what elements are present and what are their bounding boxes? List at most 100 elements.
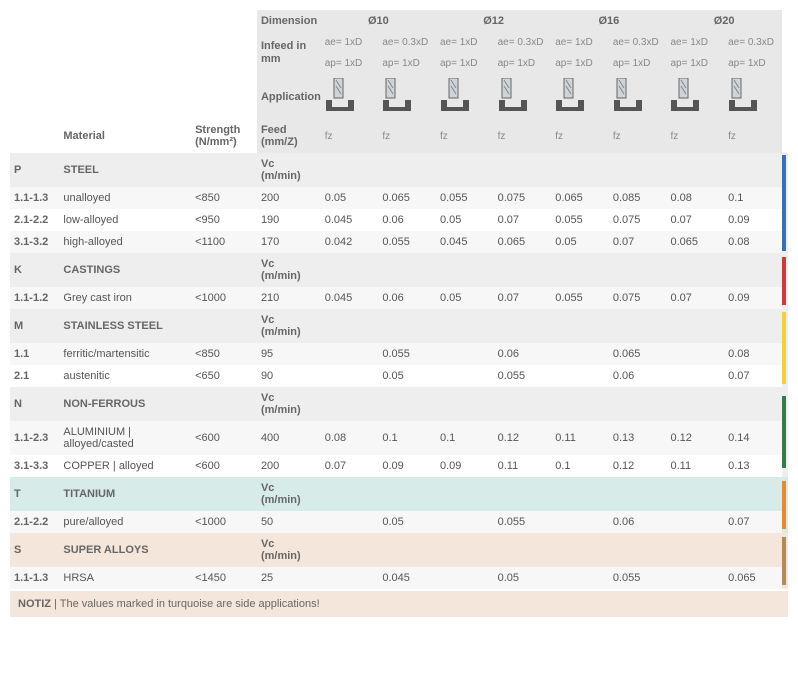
group-row-M: MSTAINLESS STEELVc (m/min)	[10, 309, 788, 343]
data-row: 3.1-3.3COPPER | alloyed<6002000.070.090.…	[10, 455, 788, 477]
slot-mill-icon	[440, 78, 470, 112]
row-fz: 0.08	[724, 343, 782, 365]
group-name: STAINLESS STEEL	[59, 309, 191, 343]
row-fz	[551, 365, 609, 387]
vc-label: Vc (m/min)	[257, 533, 321, 567]
row-fz: 0.055	[494, 365, 552, 387]
row-fz: 0.1	[436, 421, 494, 455]
row-fz: 0.06	[378, 209, 436, 231]
row-fz	[666, 343, 724, 365]
hdr-ae-row: Infeed in mm ae= 1xD ae= 0.3xD ae= 1xD a…	[10, 32, 788, 53]
row-strength: <1100	[191, 231, 257, 253]
row-fz: 0.07	[666, 287, 724, 309]
row-fz: 0.07	[724, 365, 782, 387]
dimension-label: Dimension	[257, 10, 321, 32]
row-material: ALUMINIUM | alloyed/casted	[59, 421, 191, 455]
row-material: unalloyed	[59, 187, 191, 209]
row-fz: 0.11	[551, 421, 609, 455]
row-material: COPPER | alloyed	[59, 455, 191, 477]
row-fz: 0.055	[378, 231, 436, 253]
row-code: 3.1-3.3	[10, 455, 59, 477]
row-material: pure/alloyed	[59, 511, 191, 533]
row-material: low-alloyed	[59, 209, 191, 231]
row-strength: <600	[191, 455, 257, 477]
row-fz: 0.05	[551, 231, 609, 253]
row-fz: 0.05	[378, 365, 436, 387]
row-fz	[321, 343, 379, 365]
row-fz: 0.05	[436, 209, 494, 231]
row-strength: <850	[191, 187, 257, 209]
row-fz: 0.055	[551, 287, 609, 309]
row-fz	[666, 567, 724, 589]
row-material: austenitic	[59, 365, 191, 387]
row-fz: 0.075	[609, 287, 667, 309]
vc-label: Vc (m/min)	[257, 387, 321, 421]
row-fz: 0.05	[378, 511, 436, 533]
row-strength: <950	[191, 209, 257, 231]
row-fz: 0.1	[551, 455, 609, 477]
row-fz: 0.045	[321, 287, 379, 309]
row-fz: 0.12	[494, 421, 552, 455]
group-row-T: TTITANIUMVc (m/min)	[10, 477, 788, 511]
row-vc: 50	[257, 511, 321, 533]
note-box: NOTIZ | The values marked in turquoise a…	[10, 591, 788, 617]
row-fz: 0.07	[724, 511, 782, 533]
row-strength: <1450	[191, 567, 257, 589]
row-fz: 0.11	[666, 455, 724, 477]
row-fz: 0.07	[609, 231, 667, 253]
row-fz	[551, 343, 609, 365]
slot-mill-icon	[325, 78, 355, 112]
row-vc: 200	[257, 187, 321, 209]
row-fz: 0.1	[724, 187, 782, 209]
row-material: ferritic/martensitic	[59, 343, 191, 365]
side-mill-icon	[613, 78, 643, 112]
row-material: high-alloyed	[59, 231, 191, 253]
side-mill-icon	[382, 78, 412, 112]
row-fz: 0.07	[494, 209, 552, 231]
row-vc: 190	[257, 209, 321, 231]
data-row: 1.1-1.3HRSA<1450250.0450.050.0550.065	[10, 567, 788, 589]
row-vc: 90	[257, 365, 321, 387]
data-row: 2.1-2.2pure/alloyed<1000500.050.0550.060…	[10, 511, 788, 533]
row-strength: <1000	[191, 511, 257, 533]
row-strength: <1000	[191, 287, 257, 309]
row-code: 2.1-2.2	[10, 209, 59, 231]
row-fz: 0.075	[609, 209, 667, 231]
row-fz: 0.042	[321, 231, 379, 253]
group-row-K: KCASTINGSVc (m/min)	[10, 253, 788, 287]
row-fz: 0.065	[551, 187, 609, 209]
row-fz	[666, 365, 724, 387]
row-fz: 0.065	[609, 343, 667, 365]
row-vc: 95	[257, 343, 321, 365]
hdr-feed-row: Material Strength (N/mm²) Feed (mm/Z) fz…	[10, 119, 788, 153]
side-mill-icon	[728, 78, 758, 112]
group-row-S: SSUPER ALLOYSVc (m/min)	[10, 533, 788, 567]
row-vc: 210	[257, 287, 321, 309]
group-stripe-K	[782, 257, 786, 305]
row-fz	[666, 511, 724, 533]
group-stripe-T	[782, 481, 786, 529]
row-fz	[551, 567, 609, 589]
row-material: Grey cast iron	[59, 287, 191, 309]
group-code: S	[10, 533, 59, 567]
strength-label: Strength (N/mm²)	[191, 119, 257, 153]
row-fz: 0.075	[494, 187, 552, 209]
row-vc: 200	[257, 455, 321, 477]
data-row: 2.1-2.2low-alloyed<9501900.0450.060.050.…	[10, 209, 788, 231]
row-fz: 0.055	[494, 511, 552, 533]
row-fz: 0.06	[494, 343, 552, 365]
data-row: 1.1-2.3ALUMINIUM | alloyed/casted<600400…	[10, 421, 788, 455]
slot-mill-icon	[670, 78, 700, 112]
group-stripe-S	[782, 537, 786, 585]
group-name: CASTINGS	[59, 253, 191, 287]
data-row: 1.1-1.3unalloyed<8502000.050.0650.0550.0…	[10, 187, 788, 209]
row-fz: 0.12	[666, 421, 724, 455]
row-vc: 170	[257, 231, 321, 253]
row-code: 1.1	[10, 343, 59, 365]
group-code: P	[10, 153, 59, 187]
row-fz: 0.055	[609, 567, 667, 589]
row-fz: 0.07	[666, 209, 724, 231]
row-strength: <600	[191, 421, 257, 455]
row-fz: 0.09	[724, 209, 782, 231]
row-fz	[436, 511, 494, 533]
